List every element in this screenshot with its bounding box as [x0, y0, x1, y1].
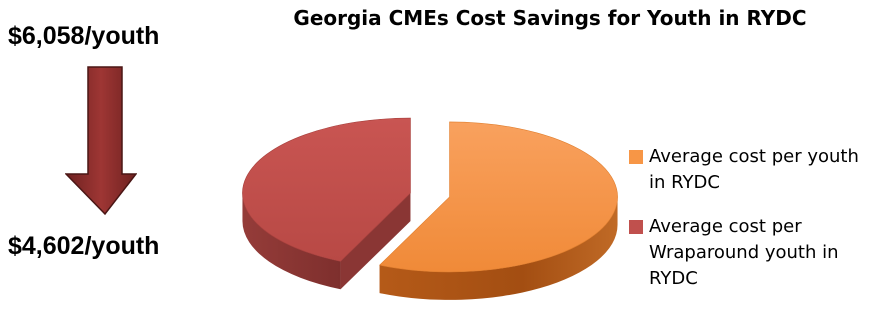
after-cost-callout: $4,602/youth [8, 232, 160, 260]
legend-label: Average cost per Wraparound youth in RYD… [649, 216, 839, 289]
pie-slice [379, 121, 618, 273]
pie-slice-side [242, 193, 341, 290]
legend-item-rydc: Average cost per youth in RYDC [627, 144, 872, 196]
chart-title: Georgia CMEs Cost Savings for Youth in R… [293, 6, 807, 30]
pie-slice [242, 117, 411, 262]
legend-label: Average cost per youth in RYDC [649, 146, 859, 193]
legend-swatch-red [629, 220, 643, 234]
legend-item-wraparound: Average cost per Wraparound youth in RYD… [627, 214, 872, 292]
legend-swatch-orange [629, 150, 643, 164]
before-cost-callout: $6,058/youth [8, 22, 160, 50]
pie-slice-cut-face [340, 193, 411, 290]
chart-legend: Average cost per youth in RYDC Average c… [627, 144, 872, 310]
pie-slice-side [379, 196, 618, 300]
down-arrow-icon [65, 66, 137, 216]
pie-chart [242, 117, 618, 300]
